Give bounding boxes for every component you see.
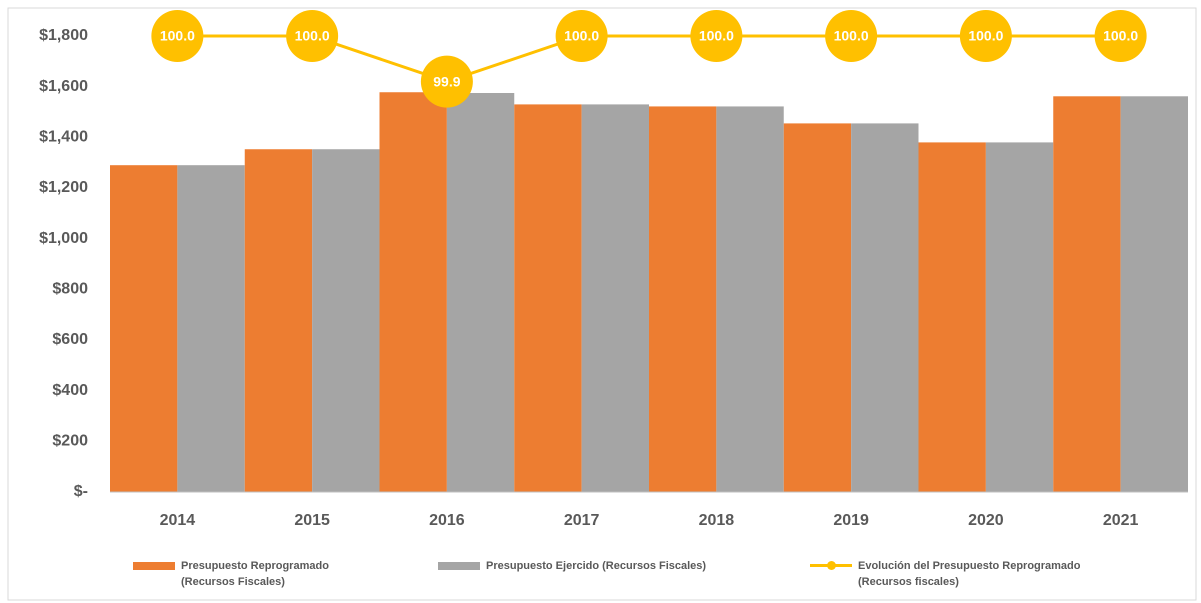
data-label: 100.0 [295, 28, 330, 44]
point [1094, 10, 1147, 62]
bar [312, 149, 380, 493]
y-tick-label: $200 [52, 433, 88, 450]
legend-item: Presupuesto Reprogramado (Recursos Fisca… [133, 558, 356, 590]
data-label: 99.9 [433, 73, 460, 89]
y-tick-label: $- [74, 483, 88, 500]
y-tick-label: $600 [52, 331, 88, 348]
legend-swatch [438, 562, 480, 570]
x-tick-label: 2020 [968, 512, 1004, 529]
y-tick-label: $1,000 [39, 230, 88, 247]
point [825, 10, 878, 62]
bar [1053, 96, 1121, 492]
x-tick-label: 2015 [294, 512, 330, 529]
bar [851, 123, 919, 493]
data-label: 100.0 [564, 28, 599, 44]
bar [379, 92, 447, 493]
bar [177, 165, 245, 492]
x-tick-label: 2017 [564, 512, 600, 529]
legend-label: Presupuesto Ejercido (Recursos Fiscales) [486, 560, 707, 572]
data-label: 100.0 [968, 28, 1003, 44]
point [420, 55, 473, 108]
bar [649, 106, 717, 492]
point [690, 10, 743, 62]
legend-item: Evolución del Presupuesto Reprogramado (… [810, 558, 1123, 590]
point [151, 10, 204, 62]
bar [716, 106, 784, 492]
point [959, 10, 1012, 62]
y-tick-label: $400 [52, 382, 88, 399]
x-tick-label: 2019 [833, 512, 869, 529]
legend-marker [827, 561, 836, 570]
x-tick-label: 2016 [429, 512, 465, 529]
point [555, 10, 608, 62]
bar [918, 142, 986, 492]
bar [783, 123, 852, 493]
data-label: 100.0 [834, 28, 869, 44]
x-tick-label: 2014 [160, 512, 196, 529]
bar [1120, 96, 1188, 492]
x-tick-label: 2018 [699, 512, 735, 529]
legend-label: Presupuesto Reprogramado (Recursos Fisca… [181, 560, 329, 588]
y-tick-label: $800 [52, 281, 88, 298]
legend-item: Presupuesto Ejercido (Recursos Fiscales) [438, 558, 706, 574]
legend-label: Evolución del Presupuesto Reprogramado (… [858, 560, 1081, 588]
y-tick-label: $1,400 [39, 129, 88, 146]
bar [581, 104, 649, 493]
legend-swatch [810, 561, 852, 570]
y-tick-label: $1,600 [39, 78, 88, 95]
bar [446, 93, 515, 492]
data-label: 100.0 [1103, 28, 1138, 44]
legend-swatch [133, 562, 175, 570]
point [286, 10, 339, 62]
bar [514, 104, 582, 493]
bar [985, 142, 1054, 492]
y-tick-label: $1,200 [39, 179, 88, 196]
data-label: 100.0 [699, 28, 734, 44]
x-tick-label: 2021 [1103, 512, 1139, 529]
bar [244, 149, 313, 493]
bar [110, 165, 178, 492]
y-tick-label: $1,800 [39, 27, 88, 44]
data-label: 100.0 [160, 28, 195, 44]
